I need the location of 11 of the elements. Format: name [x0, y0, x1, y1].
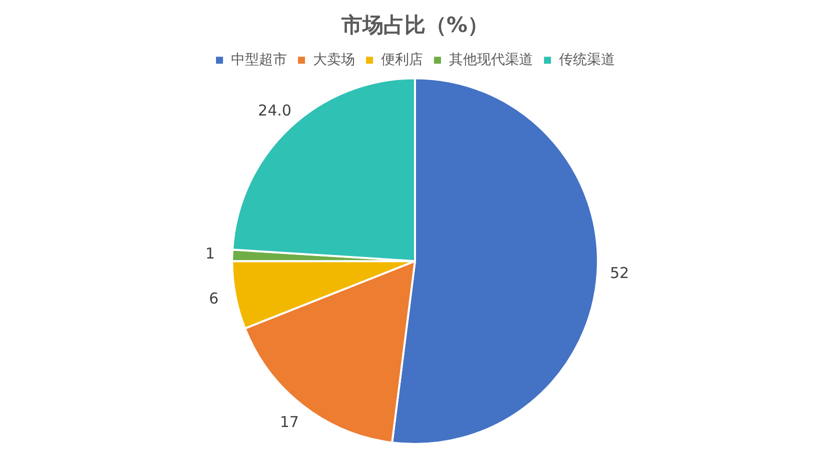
data-label: 17 [280, 412, 299, 431]
legend-label: 传统渠道 [559, 52, 615, 68]
data-label: 6 [208, 289, 219, 308]
legend-label: 大卖场 [313, 52, 355, 68]
data-label: 52 [610, 264, 630, 282]
legend-label: 其他现代渠道 [449, 52, 533, 68]
legend-label: 便利店 [381, 52, 423, 68]
legend-label: 中型超市 [231, 52, 287, 68]
data-label: 1 [205, 244, 215, 263]
data-label: 24.0 [258, 102, 292, 120]
chart-title: 市场占比（%） [340, 13, 489, 38]
